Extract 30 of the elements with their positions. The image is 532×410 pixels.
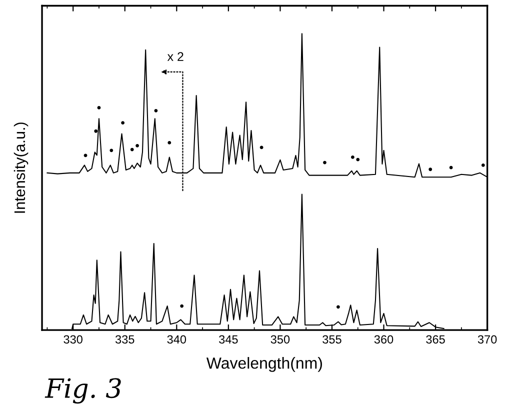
point (94, 129, 98, 133)
point (110, 148, 114, 152)
point (136, 144, 139, 148)
x-tick-label: 345 (219, 335, 238, 344)
point (449, 166, 453, 170)
x-tick-label: 355 (322, 335, 342, 344)
x-tick-label: 350 (270, 335, 290, 344)
x-tick-label: 370 (478, 335, 497, 344)
point (180, 304, 184, 308)
annotation: x 2 (167, 52, 184, 61)
x-tick-label: 340 (167, 335, 186, 344)
caption: Fig. 3 (44, 378, 121, 404)
point (350, 156, 354, 159)
point (130, 148, 134, 152)
point (121, 121, 124, 125)
x-axis-title: Wavelength(nm) (206, 357, 322, 372)
x-tick-label: 360 (374, 335, 394, 344)
x-tick-label: 330 (64, 335, 82, 344)
point (168, 140, 172, 144)
point (154, 108, 158, 112)
y-axis-title: Intensity(a.u.) (14, 122, 28, 213)
point (481, 164, 485, 167)
point (356, 158, 360, 162)
point (428, 168, 432, 172)
point (97, 106, 101, 110)
point (323, 160, 326, 164)
x-tick-label: 365 (426, 335, 445, 344)
point (260, 146, 264, 150)
point (336, 305, 340, 309)
x-tick-label: 335 (115, 335, 134, 344)
